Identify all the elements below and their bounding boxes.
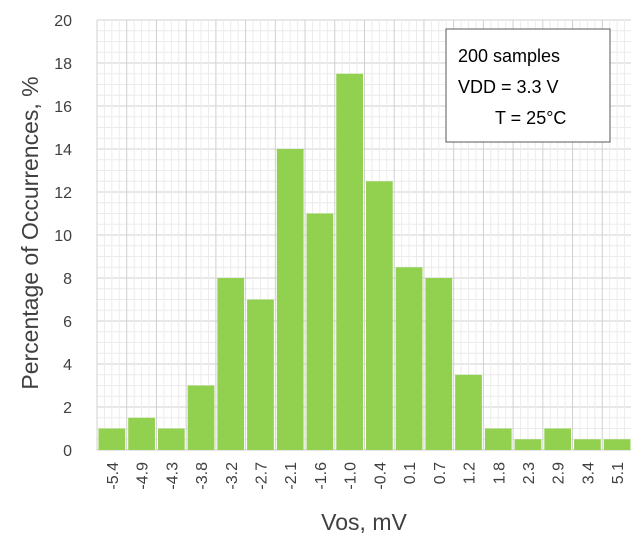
x-tick-label: 1.8 bbox=[491, 462, 508, 484]
y-tick-label: 10 bbox=[54, 228, 72, 245]
y-tick-label: 2 bbox=[63, 400, 72, 417]
annotation-line-temp: T = 25°C bbox=[495, 108, 566, 128]
bar--3.2 bbox=[217, 278, 245, 450]
y-tick-label: 12 bbox=[54, 185, 72, 202]
y-tick-label: 4 bbox=[63, 357, 72, 374]
x-tick-label: 2.9 bbox=[551, 462, 568, 484]
annotation-line-vdd: VDD = 3.3 V bbox=[458, 77, 559, 97]
y-tick-label: 6 bbox=[63, 314, 72, 331]
x-axis-ticks: -5.4 -4.9 -4.3 -3.8 -3.2 -2.7 -2.1 -1.6 -1.0 -0.4… bbox=[105, 462, 627, 490]
x-tick-label: -3.2 bbox=[224, 462, 241, 490]
x-tick-label: 2.3 bbox=[521, 462, 538, 484]
x-tick-label: -5.4 bbox=[105, 462, 122, 490]
y-axis-ticks: 0 2 4 6 8 10 12 14 16 18 20 bbox=[54, 13, 72, 460]
bar-1.8 bbox=[484, 428, 512, 450]
x-tick-label: -2.7 bbox=[253, 462, 270, 490]
bar--2.1 bbox=[276, 149, 304, 450]
annotation-box: 200 samples VDD = 3.3 V T = 25°C bbox=[445, 28, 611, 143]
bar-0.7 bbox=[425, 278, 453, 450]
bar--3.8 bbox=[187, 385, 215, 450]
bar--5.4 bbox=[98, 428, 126, 450]
bar--2.7 bbox=[247, 299, 274, 450]
bar--1.6 bbox=[306, 213, 334, 450]
y-tick-label: 14 bbox=[54, 142, 72, 159]
x-tick-label: -1.0 bbox=[343, 462, 360, 490]
bar-3.4 bbox=[574, 439, 601, 450]
bar-5.1 bbox=[603, 439, 631, 450]
annotation-line-samples: 200 samples bbox=[458, 46, 560, 66]
y-axis-title: Percentage of Occurrences, % bbox=[17, 76, 43, 389]
x-tick-label: 3.4 bbox=[580, 462, 597, 484]
y-tick-label: 8 bbox=[63, 271, 72, 288]
bar-0.1 bbox=[395, 267, 423, 450]
bar--4.9 bbox=[128, 417, 155, 450]
y-tick-label: 18 bbox=[54, 56, 72, 73]
y-tick-label: 20 bbox=[54, 13, 72, 30]
x-tick-label: -4.9 bbox=[135, 462, 152, 490]
annotation-frame bbox=[445, 28, 611, 143]
y-tick-label: 16 bbox=[54, 99, 72, 116]
x-tick-label: -4.3 bbox=[164, 462, 181, 490]
bar--4.3 bbox=[157, 428, 185, 450]
bar-2.9 bbox=[544, 428, 572, 450]
y-tick-label: 0 bbox=[63, 443, 72, 460]
bar--0.4 bbox=[366, 181, 393, 450]
x-tick-label: -3.8 bbox=[194, 462, 211, 490]
x-axis-title: Vos, mV bbox=[321, 509, 407, 535]
x-tick-label: -0.4 bbox=[372, 462, 389, 490]
bar-2.3 bbox=[514, 439, 542, 450]
x-tick-label: 0.7 bbox=[432, 462, 449, 484]
x-tick-label: -2.1 bbox=[283, 462, 300, 490]
bars bbox=[98, 73, 631, 450]
x-tick-label: -1.6 bbox=[313, 462, 330, 490]
x-tick-label: 1.2 bbox=[462, 462, 479, 484]
x-tick-label: 0.1 bbox=[402, 462, 419, 484]
x-tick-label: 5.1 bbox=[610, 462, 627, 484]
bar-1.2 bbox=[455, 374, 482, 450]
bar--1.0 bbox=[336, 73, 363, 450]
